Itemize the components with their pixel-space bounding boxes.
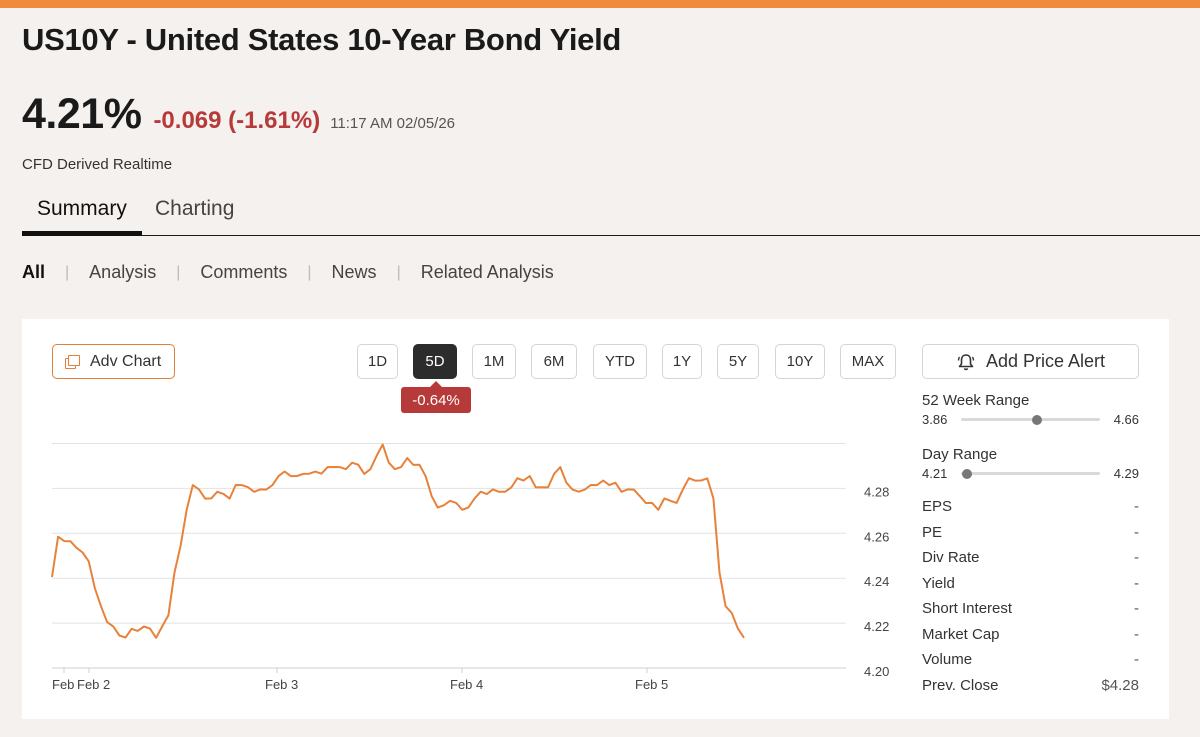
filter-separator: |: [176, 263, 181, 281]
stat-label: Volume: [922, 651, 973, 668]
tab-summary[interactable]: Summary: [22, 197, 142, 236]
week52-range-label: 52 Week Range: [922, 392, 1030, 409]
range-5y-button[interactable]: 5Y: [717, 344, 759, 379]
filter-separator: |: [65, 263, 70, 281]
price-chart: 4.28 4.26 4.24 4.22 4.20 Feb Feb 2 Feb 3 Feb 4 F…: [51, 443, 889, 692]
price-row: 4.21% -0.069 (-1.61%) 11:17 AM 02/05/26: [22, 90, 455, 139]
stat-value: -: [1134, 625, 1139, 643]
add-price-alert-label: Add Price Alert: [985, 351, 1106, 371]
stat-row: PE -: [922, 524, 1139, 550]
y-tick-label: 4.28: [864, 484, 889, 499]
filter-separator: |: [396, 263, 401, 281]
stat-label: EPS: [922, 498, 953, 515]
stat-value: -: [1134, 498, 1139, 515]
content-filters: All | Analysis | Comments | News | Relat…: [22, 262, 554, 283]
stat-value: -: [1134, 523, 1139, 541]
week52-range-track: [961, 414, 1100, 425]
top-accent-bar: [0, 0, 1200, 8]
tab-charting[interactable]: Charting: [155, 197, 235, 220]
yield-line: [51, 443, 745, 639]
week52-range: 52 Week Range 3.86 4.66: [922, 392, 1139, 427]
range-6m-button[interactable]: 6M: [531, 344, 577, 379]
range-5d-button[interactable]: 5D: [413, 344, 457, 379]
price-value: 4.21%: [22, 90, 142, 138]
day-high: 4.29: [1113, 466, 1139, 481]
stat-row: Div Rate -: [922, 549, 1139, 575]
stat-label: Div Rate: [922, 549, 980, 566]
page-title: US10Y - United States 10-Year Bond Yield: [22, 22, 622, 57]
stat-label: Short Interest: [922, 600, 1013, 617]
stat-label: Yield: [922, 574, 955, 592]
day-range-track: [961, 468, 1100, 479]
stat-row: Volume -: [922, 651, 1139, 677]
week52-low: 3.86: [922, 412, 948, 427]
adv-chart-button[interactable]: Adv Chart: [52, 344, 175, 379]
filter-news[interactable]: News: [331, 262, 377, 282]
day-range-marker: [961, 468, 972, 479]
day-low: 4.21: [922, 466, 948, 481]
stat-row: Short Interest -: [922, 600, 1139, 626]
price-timestamp: 11:17 AM 02/05/26: [330, 115, 456, 132]
y-tick-label: 4.22: [864, 619, 889, 634]
stat-label: Market Cap: [922, 625, 1000, 643]
stat-value: -: [1134, 574, 1139, 592]
x-tick-label: Feb 5: [635, 677, 668, 692]
window-stack-icon: [65, 354, 80, 369]
stat-label: PE: [922, 523, 943, 541]
x-tick-label: Feb: [52, 677, 74, 692]
add-price-alert-button[interactable]: Add Price Alert: [922, 344, 1139, 379]
range-10y-button[interactable]: 10Y: [775, 344, 825, 379]
stat-value: $4.28: [1101, 676, 1139, 694]
stat-value: -: [1134, 549, 1139, 566]
x-tick-label: Feb 4: [450, 677, 483, 692]
day-range-label: Day Range: [922, 446, 998, 463]
tab-bar: Summary Charting: [22, 194, 1200, 236]
filter-comments[interactable]: Comments: [200, 262, 288, 282]
range-max-button[interactable]: MAX: [840, 344, 896, 379]
filter-related-analysis[interactable]: Related Analysis: [420, 262, 554, 282]
range-1d-button[interactable]: 1D: [357, 344, 398, 379]
chart-card: 4.28 4.26 4.24 4.22 4.20 Feb Feb 2 Feb 3 Feb 4 F…: [22, 319, 1169, 719]
day-range: Day Range 4.21 4.29: [922, 446, 1139, 481]
filter-separator: |: [307, 263, 312, 281]
adv-chart-label: Adv Chart: [90, 352, 162, 370]
filter-all[interactable]: All: [22, 262, 46, 282]
x-tick-label: Feb 3: [265, 677, 298, 692]
week52-range-marker: [1032, 414, 1043, 425]
stat-value: -: [1134, 600, 1139, 617]
stat-row: Prev. Close $4.28: [922, 677, 1139, 703]
bell-icon: [957, 353, 975, 370]
week52-high: 4.66: [1113, 412, 1139, 427]
stat-row: Market Cap -: [922, 626, 1139, 652]
filter-analysis[interactable]: Analysis: [89, 262, 157, 282]
range-1y-button[interactable]: 1Y: [662, 344, 702, 379]
y-tick-label: 4.24: [864, 574, 889, 589]
stat-label: Prev. Close: [922, 676, 999, 694]
stats-table: EPS - PE - Div Rate - Yield - Short Interest…: [922, 498, 1139, 702]
y-tick-label: 4.20: [864, 664, 889, 679]
y-tick-label: 4.26: [864, 529, 889, 544]
range-ytd-button[interactable]: YTD: [593, 344, 647, 379]
price-source: CFD Derived Realtime: [22, 156, 173, 173]
x-tick-label: Feb 2: [77, 677, 110, 692]
price-change: -0.069 (-1.61%): [153, 107, 321, 134]
stat-value: -: [1134, 651, 1139, 668]
stat-row: EPS -: [922, 498, 1139, 524]
range-1m-button[interactable]: 1M: [472, 344, 516, 379]
range-change-tooltip: -0.64%: [401, 381, 471, 413]
stat-row: Yield -: [922, 575, 1139, 601]
